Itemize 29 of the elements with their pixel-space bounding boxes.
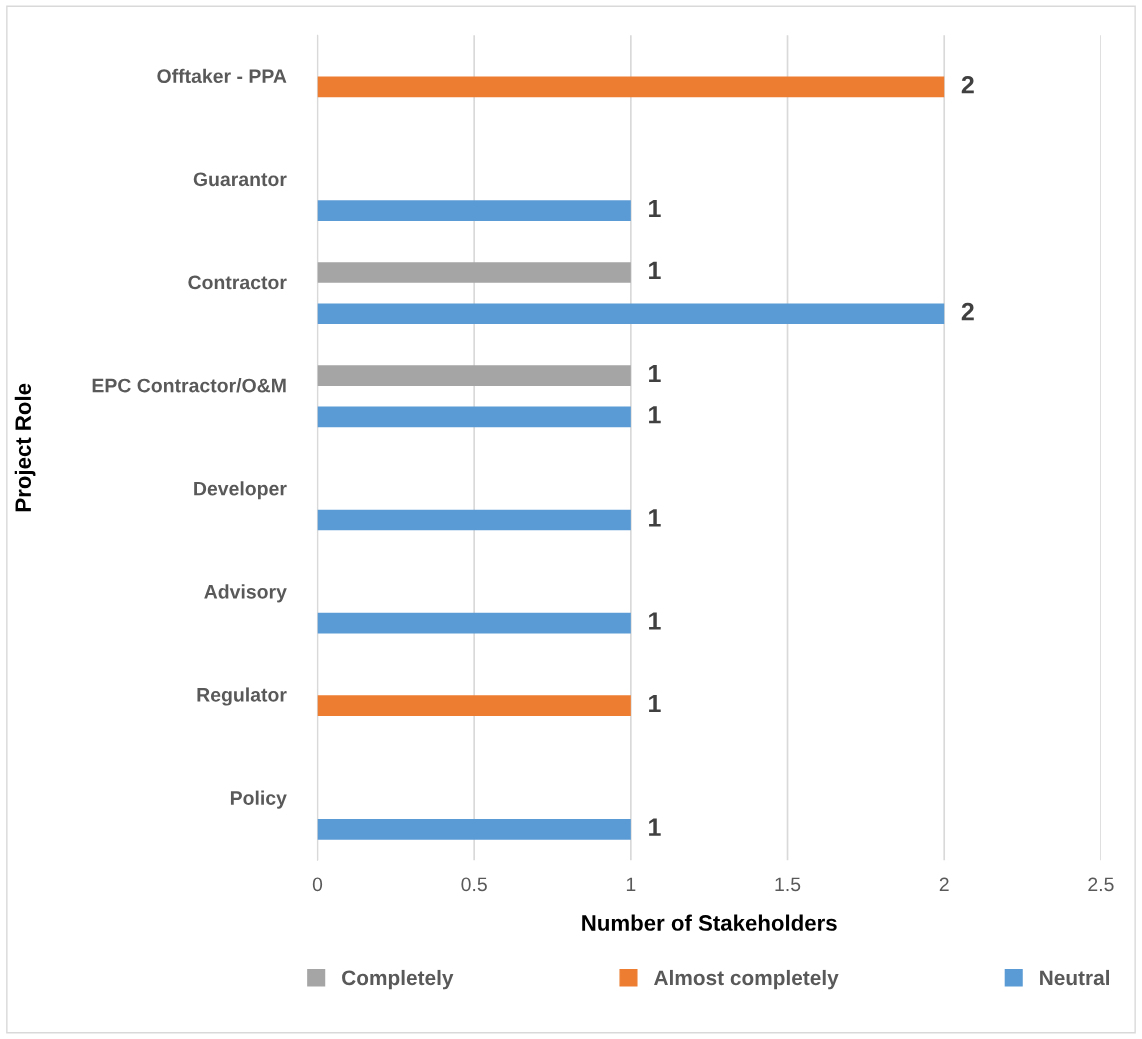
y-tick-label: Policy [230, 790, 287, 809]
x-tick-label: 0 [312, 877, 323, 892]
y-tick-label: Advisory [204, 584, 287, 603]
y-tick-label: Offtaker - PPA [157, 68, 287, 84]
x-tick-label: 1 [626, 877, 636, 892]
data-label: 1 [649, 694, 661, 713]
x-tick-label: 0.5 [461, 877, 487, 892]
data-label: 1 [649, 612, 661, 630]
y-tick-label: EPC Contractor/O&M [92, 378, 286, 393]
data-label: 2 [961, 75, 974, 94]
x-axis-title: Number of Stakeholders [582, 914, 837, 931]
data-label: 1 [649, 199, 661, 218]
legend-label: Neutral [1040, 969, 1110, 986]
y-tick-label: Regulator [197, 687, 287, 706]
data-label: 2 [961, 302, 974, 321]
x-tick-label: 1.5 [775, 877, 801, 892]
y-tick-label: Contractor [188, 275, 287, 290]
data-label: 1 [649, 364, 661, 383]
y-axis-title: Project Role [14, 383, 36, 512]
y-tick-label: Guarantor [193, 172, 287, 187]
data-label: 1 [649, 509, 661, 527]
data-label: 1 [649, 818, 661, 836]
legend-label: Almost completely [654, 969, 839, 990]
data-label: 1 [649, 406, 661, 424]
x-tick-label: 2 [939, 877, 949, 892]
legend-label: Completely [342, 969, 454, 990]
data-label: 1 [649, 261, 661, 279]
x-tick-label: 2.5 [1088, 877, 1114, 892]
y-tick-label: Developer [194, 481, 287, 500]
